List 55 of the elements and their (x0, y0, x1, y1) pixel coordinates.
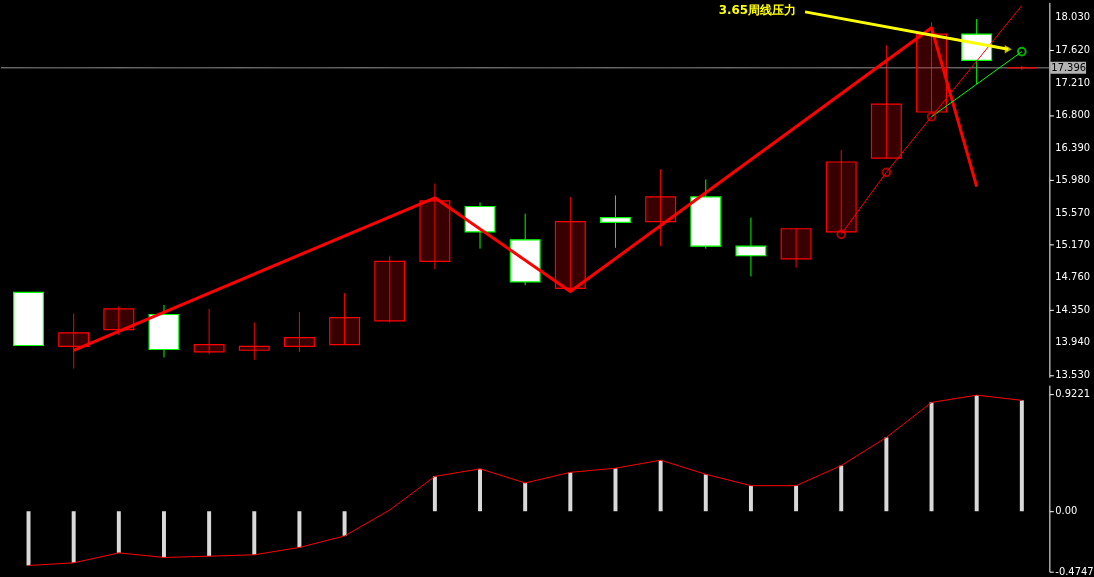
y-tick-label: -0.4747 (1055, 565, 1094, 577)
bar (794, 485, 799, 512)
y-tick-label: 13.530 (1055, 368, 1090, 380)
candlestick (419, 182, 451, 270)
candlestick (238, 321, 270, 361)
line-series (28, 394, 1023, 566)
y-tick-label: 15.170 (1055, 238, 1090, 250)
candlestick (645, 168, 677, 247)
candlestick (103, 306, 135, 336)
y-tick-label: 15.980 (1055, 174, 1090, 186)
point (881, 167, 892, 178)
bar (161, 511, 166, 558)
ref-line-label: 17.396 (1051, 61, 1087, 73)
bar (26, 511, 31, 566)
bar (116, 511, 121, 553)
bar (613, 468, 618, 512)
y-tick-label: 14.760 (1055, 271, 1090, 283)
bar (478, 468, 483, 512)
candlestick (735, 217, 767, 277)
bar (974, 395, 979, 512)
bar (884, 437, 889, 512)
candlestick (554, 196, 586, 292)
y-tick-label: 14.350 (1055, 303, 1090, 315)
annotation: 3.65周线压力 (718, 3, 797, 18)
y-tick-label: 16.800 (1055, 109, 1090, 121)
point (926, 111, 937, 122)
y-tick-label: 17.210 (1055, 76, 1090, 88)
y-tick-label: 15.570 (1055, 206, 1090, 218)
candlestick (374, 255, 406, 323)
bar (252, 511, 257, 555)
candlestick (870, 44, 902, 159)
bar (71, 511, 76, 563)
bar (1019, 400, 1024, 512)
y-tick-label: 0.9221 (1055, 387, 1090, 399)
candlestick (193, 308, 225, 355)
bar (703, 474, 708, 512)
bar (207, 511, 212, 557)
candlestick (600, 194, 631, 249)
bar (839, 465, 844, 512)
bar (297, 511, 302, 548)
bar (929, 402, 934, 512)
y-tick-label: 0.00 (1055, 505, 1078, 517)
candlestick (283, 311, 315, 353)
bar (342, 511, 347, 536)
y-tick-label: 16.390 (1055, 141, 1090, 153)
bar (568, 472, 573, 512)
candlestick (780, 228, 812, 269)
candlestick (329, 292, 361, 346)
y-tick-label: 18.030 (1055, 11, 1090, 23)
bar (432, 476, 437, 512)
y-tick-label: 13.940 (1055, 336, 1090, 348)
bar (523, 482, 528, 512)
bar (658, 460, 663, 512)
y-tick-label: 17.620 (1055, 44, 1090, 55)
bar (748, 485, 753, 512)
